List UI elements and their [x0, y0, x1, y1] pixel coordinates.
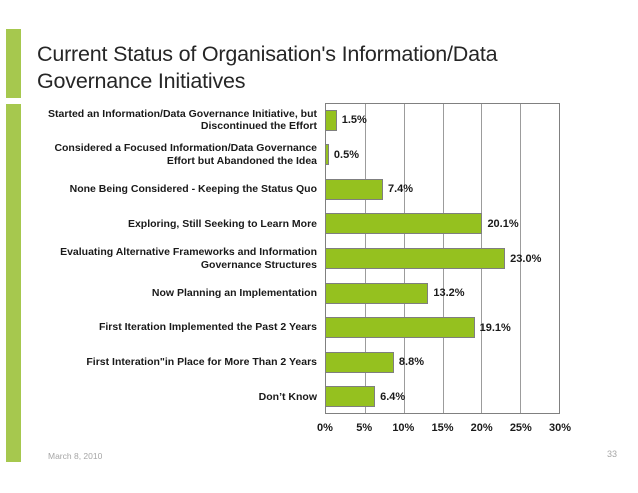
bar [325, 213, 483, 235]
bar [325, 109, 337, 131]
footer-date: March 8, 2010 [48, 451, 103, 461]
value-label: 1.5% [341, 114, 367, 127]
x-tick-label: 20% [470, 422, 493, 434]
bar-track: 19.1% [325, 310, 560, 345]
value-label: 6.4% [380, 390, 406, 403]
category-label: Exploring, Still Seeking to Learn More [127, 217, 317, 230]
category-label: Don’t Know [258, 390, 317, 403]
category-label: Considered a Focused Information/Data Go… [54, 142, 317, 167]
category-label: Evaluating Alternative Frameworks and In… [60, 246, 317, 271]
bar-track: 1.5% [325, 103, 560, 138]
chart-row: Evaluating Alternative Frameworks and In… [48, 241, 560, 276]
x-tick-label: 5% [356, 422, 373, 434]
slide-title: Current Status of Organisation's Informa… [37, 41, 612, 95]
bar-track: 6.4% [325, 380, 560, 415]
bar-track: 20.1% [325, 207, 560, 242]
value-label: 20.1% [487, 217, 519, 230]
page-number: 33 [606, 449, 617, 459]
chart-row: None Being Considered - Keeping the Stat… [48, 172, 560, 207]
bar-chart: Started an Information/Data Governance I… [48, 103, 571, 434]
chart-row: Now Planning an Implementation 13.2% [48, 276, 560, 311]
chart-row: Started an Information/Data Governance I… [48, 103, 560, 138]
category-label: Started an Information/Data Governance I… [48, 107, 317, 133]
bar-track: 7.4% [325, 172, 560, 207]
bar [325, 282, 429, 304]
category-label: Now Planning an Implementation [151, 286, 317, 299]
x-tick-label: 0% [317, 422, 333, 434]
bar [325, 248, 506, 270]
slide-title-line-1: Current Status of Organisation's Informa… [37, 42, 498, 66]
bar [325, 144, 329, 166]
x-tick-label: 10% [392, 422, 415, 434]
x-tick-label: 30% [548, 422, 572, 434]
category-label: First Interation"in Place for More Than … [86, 355, 317, 368]
bar-track: 13.2% [325, 276, 560, 311]
bar [325, 178, 383, 200]
value-label: 0.5% [333, 148, 359, 161]
accent-bar-top [6, 29, 21, 98]
bar-track: 0.5% [325, 138, 560, 173]
bar [325, 351, 394, 373]
value-label: 23.0% [510, 252, 542, 265]
x-axis: 0% 5% 10% 15% 20% 25% 30% [317, 422, 571, 438]
value-label: 19.1% [479, 321, 511, 334]
value-label: 7.4% [387, 183, 414, 196]
value-label: 8.8% [398, 356, 424, 369]
value-label: 13.2% [433, 287, 465, 300]
chart-row: Exploring, Still Seeking to Learn More 20… [48, 207, 560, 242]
bar [325, 386, 376, 408]
bar [325, 317, 475, 339]
category-label: None Being Considered - Keeping the Stat… [69, 183, 317, 196]
chart-row: First Interation"in Place for More Than … [48, 345, 560, 380]
chart-rows: Started an Information/Data Governance I… [48, 103, 560, 414]
category-label: First Iteration Implemented the Past 2 Y… [98, 321, 317, 334]
slide-title-line-2: Governance Initiatives [37, 69, 246, 93]
bar-track: 23.0% [325, 241, 560, 276]
chart-row: Considered a Focused Information/Data Go… [48, 138, 560, 173]
x-tick-label: 15% [431, 422, 454, 434]
gridline [520, 104, 522, 413]
x-tick-label: 25% [509, 422, 532, 434]
chart-row: First Iteration Implemented the Past 2 Y… [48, 310, 560, 345]
accent-bar-main [6, 104, 21, 462]
chart-row: Don’t Know 6.4% [48, 380, 560, 415]
bar-track: 8.8% [325, 345, 560, 380]
